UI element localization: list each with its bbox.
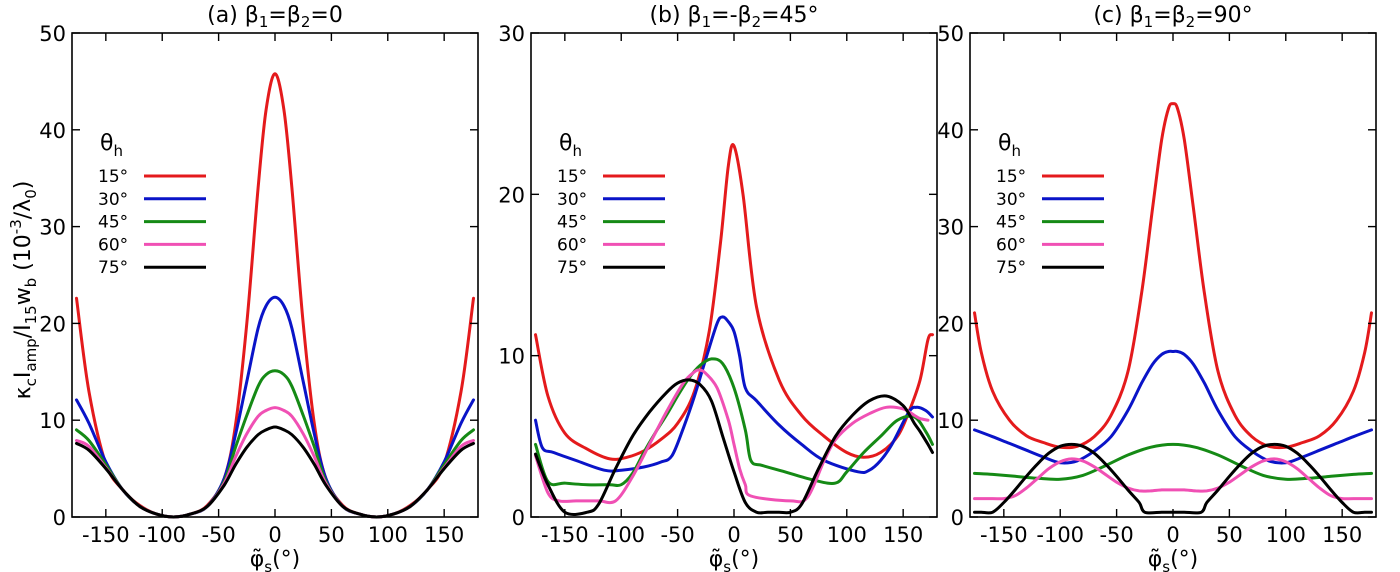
panel-a-series-line-4: [75, 425, 475, 519]
panel-c-series-line-3: [973, 457, 1373, 501]
panel-c-legend-label: 30°: [996, 190, 1026, 210]
panel-a-x-tick-label: -50: [201, 523, 235, 547]
panel-a-frame: [71, 32, 479, 518]
panel-c-legend-heading: θh: [998, 131, 1021, 160]
panel-b-y-tick-label: 20: [498, 183, 525, 207]
panel-c-legend: θh 15° 30° 45°60° 75°: [996, 131, 1104, 278]
panel-c-series-line-0: [973, 102, 1373, 450]
panel-c-series: [973, 102, 1373, 515]
panel-c-legend-label: 45°: [996, 213, 1026, 233]
panel-b-x-tick-label: 0: [727, 523, 740, 547]
panel-b-x-tick-label: -150: [541, 523, 589, 547]
panel-b-x-tick-label: 100: [827, 523, 867, 547]
panel-b-series-line-2: [534, 357, 934, 488]
panel-a-title: (a) β1=β2=0: [207, 3, 343, 31]
panel-a-series-line-0: [75, 72, 475, 519]
panel-b-legend-label: 15°: [557, 167, 587, 187]
panel-a-series: [75, 72, 475, 519]
panel-c-y-tick-label: 30: [937, 216, 964, 240]
panel-b-legend-label: 60°: [557, 235, 587, 255]
panel-c-title: (c) β1=β2=90°: [1093, 3, 1252, 31]
panel-a-x-tick-label: 100: [368, 523, 408, 547]
panel-c-axes: -150 -100 -50 0 50 100 150 0 10 20 30 40 50: [937, 22, 1377, 547]
panel-c-y-tick-label: 50: [937, 22, 964, 46]
panel-b-x-axis-label: φ̃s(°): [709, 547, 760, 572]
panel-b-legend: θh 15° 30° 45°60° 75°: [557, 131, 665, 278]
panel-a-x-tick-label: -150: [82, 523, 130, 547]
panel-a-legend-heading: θh: [100, 131, 123, 160]
panel-a-legend-label: 75°: [98, 258, 128, 278]
panel-c-series-line-2: [973, 442, 1373, 481]
panel-a-series-line-2: [75, 369, 475, 519]
panel-c-x-tick-label: 150: [1322, 523, 1362, 547]
panel-a-legend-label: 60°: [98, 235, 128, 255]
panel-c-x-tick-label: 0: [1166, 523, 1179, 547]
panel-a-legend-label: 15°: [98, 167, 128, 187]
panel-b-series: [534, 143, 934, 517]
y-axis-label: κcIamp/I15wb (10-3/λ0): [7, 181, 40, 400]
panel-b-y-tick-label: 10: [498, 345, 525, 369]
panel-b-x-tick-label: 150: [883, 523, 923, 547]
panel-c-x-tick-label: -50: [1099, 523, 1133, 547]
panel-c-y-tick-label: 0: [951, 506, 964, 530]
panel-b-x-tick-label: -100: [597, 523, 645, 547]
panel-a-y-tick-label: 20: [39, 312, 66, 336]
panel-a-x-axis-label: φ̃s(°): [250, 547, 301, 572]
panel-a-y-tick-label: 10: [39, 409, 66, 433]
panel-b-legend-label: 30°: [557, 190, 587, 210]
panel-b-y-tick-label: 30: [498, 22, 525, 46]
panel-b: (b) β1=-β2=45° -150 -100 -50 0 50 100 150 0 10 20…: [498, 3, 938, 572]
panel-b-axes: -150 -100 -50 0 50 100 150 0 10 20 30: [498, 22, 938, 547]
panel-a-x-tick-label: 150: [424, 523, 464, 547]
panel-a-legend-label: 45°: [98, 213, 128, 233]
panel-c-y-tick-label: 20: [937, 312, 964, 336]
panel-a-y-tick-label: 40: [39, 119, 66, 143]
panel-c-x-tick-label: 100: [1266, 523, 1306, 547]
panel-a-x-tick-label: 0: [268, 523, 281, 547]
panel-b-series-line-1: [534, 315, 934, 474]
panel-c-x-tick-label: -150: [980, 523, 1028, 547]
panel-a-y-tick-label: 0: [53, 506, 66, 530]
panel-a: (a) β1=β2=0 -150 -100 -50 0 50 100 150 0 10 20 30 4…: [39, 3, 479, 572]
panel-b-title: (b) β1=-β2=45°: [649, 3, 818, 31]
panel-c-series-line-1: [973, 349, 1373, 465]
panel-b-series-line-3: [534, 368, 930, 505]
panel-b-x-tick-label: 50: [777, 523, 804, 547]
panel-c-x-tick-label: 50: [1216, 523, 1243, 547]
panel-a-x-tick-label: 50: [318, 523, 345, 547]
panel-a-axes: -150 -100 -50 0 50 100 150 0 10 20 30 40 50: [39, 22, 479, 547]
panel-a-y-tick-label: 50: [39, 22, 66, 46]
panel-a-y-tick-label: 30: [39, 216, 66, 240]
panel-b-x-tick-label: -50: [660, 523, 694, 547]
panel-b-legend-label: 75°: [557, 258, 587, 278]
panel-b-y-tick-label: 0: [512, 506, 525, 530]
panel-a-legend: θh 15° 30° 45°60° 75°: [98, 131, 206, 278]
panel-c-legend-label: 60°: [996, 235, 1026, 255]
panel-b-series-line-4: [534, 378, 934, 517]
panel-c-x-axis-label: φ̃s(°): [1148, 547, 1199, 572]
panel-c-x-tick-label: -100: [1036, 523, 1084, 547]
panel-b-legend-label: 45°: [557, 213, 587, 233]
panel-a-legend-label: 30°: [98, 190, 128, 210]
panel-a-series-line-3: [75, 406, 475, 519]
panel-c-legend-label: 15°: [996, 167, 1026, 187]
panel-c-legend-label: 75°: [996, 258, 1026, 278]
panel-c-y-tick-label: 40: [937, 119, 964, 143]
panel-b-legend-heading: θh: [559, 131, 582, 160]
panel-a-x-tick-label: -100: [138, 523, 186, 547]
panel-c-y-tick-label: 10: [937, 409, 964, 433]
panel-c: (c) β1=β2=90° -150 -100 -50 0 50 100 150 0 10 20 3…: [937, 3, 1377, 572]
